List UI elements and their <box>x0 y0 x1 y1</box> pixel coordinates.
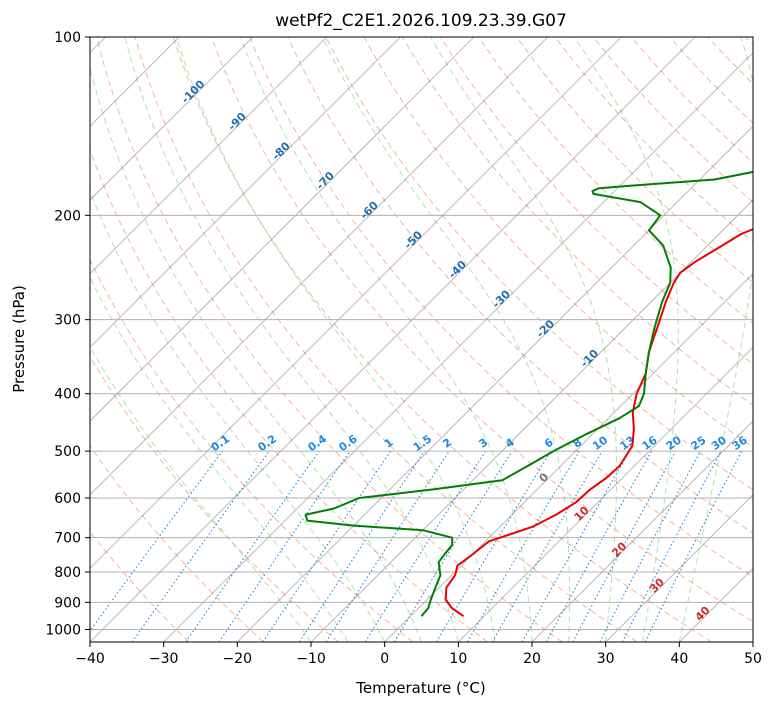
dry-adiabat-line <box>325 37 753 491</box>
x-tick-label: 0 <box>380 651 389 667</box>
x-tick-label: 30 <box>597 651 615 667</box>
x-tick-label: 20 <box>523 651 541 667</box>
dry-adiabat-line <box>90 355 339 642</box>
y-tick-label: 800 <box>54 565 81 581</box>
dry-adiabat-line <box>134 37 638 642</box>
sounding-series <box>304 170 753 618</box>
moist-adiabat-line <box>430 37 618 642</box>
dry-adiabat-line <box>90 258 414 642</box>
dry-adiabat-line <box>172 37 712 642</box>
isotherm-line <box>384 273 753 642</box>
x-tick-label: −10 <box>296 651 326 667</box>
mixing-ratio-line <box>325 450 450 642</box>
mixing-ratio-line <box>572 450 677 642</box>
isotherm-line <box>90 37 696 642</box>
x-tick-label: 10 <box>449 651 467 667</box>
dry-adiabat-line <box>249 37 753 578</box>
dewpoint-profile <box>304 170 753 617</box>
x-tick-label: 50 <box>744 651 762 667</box>
background-lines <box>90 37 753 642</box>
isotherm-line <box>237 125 753 642</box>
x-axis: −40 −30 −20 −10 0 10 20 30 40 50 <box>75 642 762 667</box>
isotherm-line <box>531 420 753 642</box>
mixing-ratio-line <box>131 450 270 642</box>
y-tick-label: 900 <box>54 595 81 611</box>
isotherm-line <box>605 494 753 642</box>
y-tick-label: 700 <box>54 531 81 547</box>
isotherm-line <box>90 37 475 422</box>
dry-adiabat-line <box>287 37 753 534</box>
y-tick-label: 200 <box>54 208 81 224</box>
x-axis-title: Temperature (°C) <box>355 679 485 697</box>
mixing-ratio-line <box>393 450 513 642</box>
mixing-ratio-line <box>644 450 743 642</box>
mixing-ratio-line <box>218 450 351 642</box>
y-tick-label: 500 <box>54 444 81 460</box>
dry-adiabat-line <box>96 37 563 642</box>
y-tick-label: 400 <box>54 387 81 403</box>
plot-frame <box>89 36 754 643</box>
x-tick-label: −30 <box>149 651 179 667</box>
isotherm-line <box>90 37 548 496</box>
chart-title: wetPf2_C2E1.2026.109.23.39.G07 <box>275 11 567 31</box>
moist-adiabat-line <box>90 189 386 642</box>
y-tick-label: 300 <box>54 313 81 329</box>
isotherm-line <box>90 37 401 348</box>
y-tick-label: 1000 <box>45 622 81 638</box>
dry-adiabat-line <box>210 37 753 623</box>
isotherm-line <box>310 199 753 642</box>
moist-adiabat-line <box>90 276 349 642</box>
y-axis-title: Pressure (hPa) <box>10 285 28 393</box>
y-tick-label: 100 <box>54 30 81 46</box>
moist-adiabat-line <box>678 37 753 642</box>
moist-adiabat-line <box>239 37 533 642</box>
isotherm-line <box>163 52 753 642</box>
moist-adiabat-line <box>322 37 571 642</box>
isotherm-line <box>90 37 327 275</box>
mixing-ratio-line <box>90 450 223 632</box>
dry-adiabat-line <box>516 37 753 284</box>
x-tick-label: 40 <box>670 651 688 667</box>
isotherm-line <box>458 346 753 642</box>
mixing-ratio-line <box>262 450 392 642</box>
moist-adiabat-line <box>90 66 422 642</box>
dry-adiabat-line <box>90 445 264 642</box>
y-axis: 100 200 300 400 500 600 700 800 900 1000 <box>45 30 90 638</box>
isotherm-line <box>90 37 254 201</box>
x-tick-label: −20 <box>223 651 253 667</box>
mixing-ratio-line <box>185 450 320 642</box>
x-tick-label: −40 <box>75 651 105 667</box>
mixing-ratio-line <box>545 450 653 642</box>
isotherm-line <box>90 37 622 569</box>
y-tick-label: 600 <box>54 491 81 507</box>
mixing-ratio-line <box>521 450 630 642</box>
